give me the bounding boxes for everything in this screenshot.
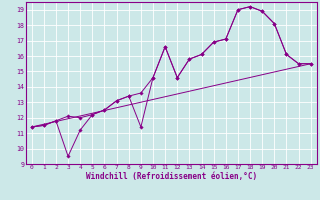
- X-axis label: Windchill (Refroidissement éolien,°C): Windchill (Refroidissement éolien,°C): [86, 172, 257, 181]
